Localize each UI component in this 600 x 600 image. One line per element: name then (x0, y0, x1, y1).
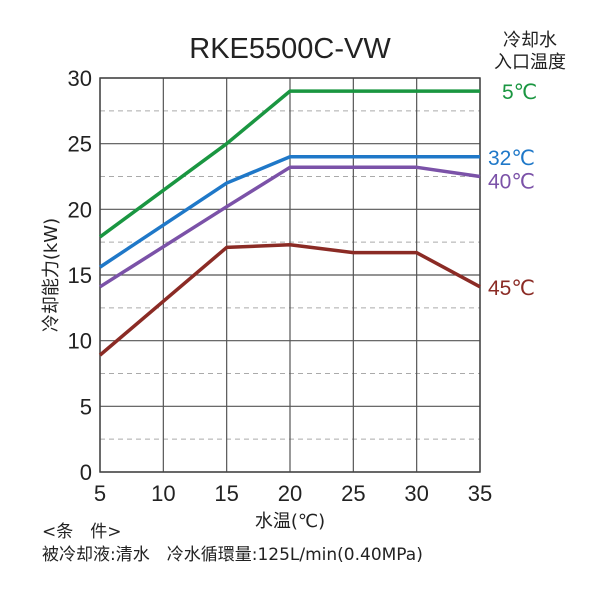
series-line (98, 243, 481, 357)
series-label: 45℃ (488, 277, 535, 300)
x-tick-label: 5 (94, 481, 106, 506)
y-tick-label: 0 (80, 460, 92, 485)
y-tick-label: 30 (68, 66, 92, 91)
series-label: 5℃ (502, 81, 537, 104)
series-label: 32℃ (488, 147, 535, 170)
series-label: 40℃ (488, 171, 535, 194)
y-axis-label: 冷却能力(kW) (41, 218, 62, 332)
legend-title: 入口温度 (494, 52, 566, 73)
conditions-heading: <条 件> (42, 522, 122, 542)
y-tick-label: 15 (68, 263, 92, 288)
series-line (99, 155, 480, 269)
y-tick-label: 25 (68, 132, 92, 157)
legend-title: 冷却水 (503, 30, 557, 51)
x-tick-label: 35 (468, 481, 492, 506)
x-tick-label: 20 (278, 481, 302, 506)
x-axis-label: 水温(℃) (255, 511, 325, 532)
y-tick-label: 5 (80, 394, 92, 419)
x-tick-label: 25 (341, 481, 365, 506)
conditions-text: 被冷却液:清水 冷水循環量:125L/min(0.40MPa) (42, 545, 423, 565)
x-tick-label: 30 (404, 481, 428, 506)
x-tick-label: 15 (214, 481, 238, 506)
series-line (98, 89, 480, 239)
y-tick-label: 20 (68, 197, 92, 222)
plot-frame (99, 77, 481, 473)
chart-title: RKE5500C-VW (189, 33, 391, 65)
x-tick-label: 10 (151, 481, 175, 506)
y-tick-label: 10 (68, 329, 92, 354)
